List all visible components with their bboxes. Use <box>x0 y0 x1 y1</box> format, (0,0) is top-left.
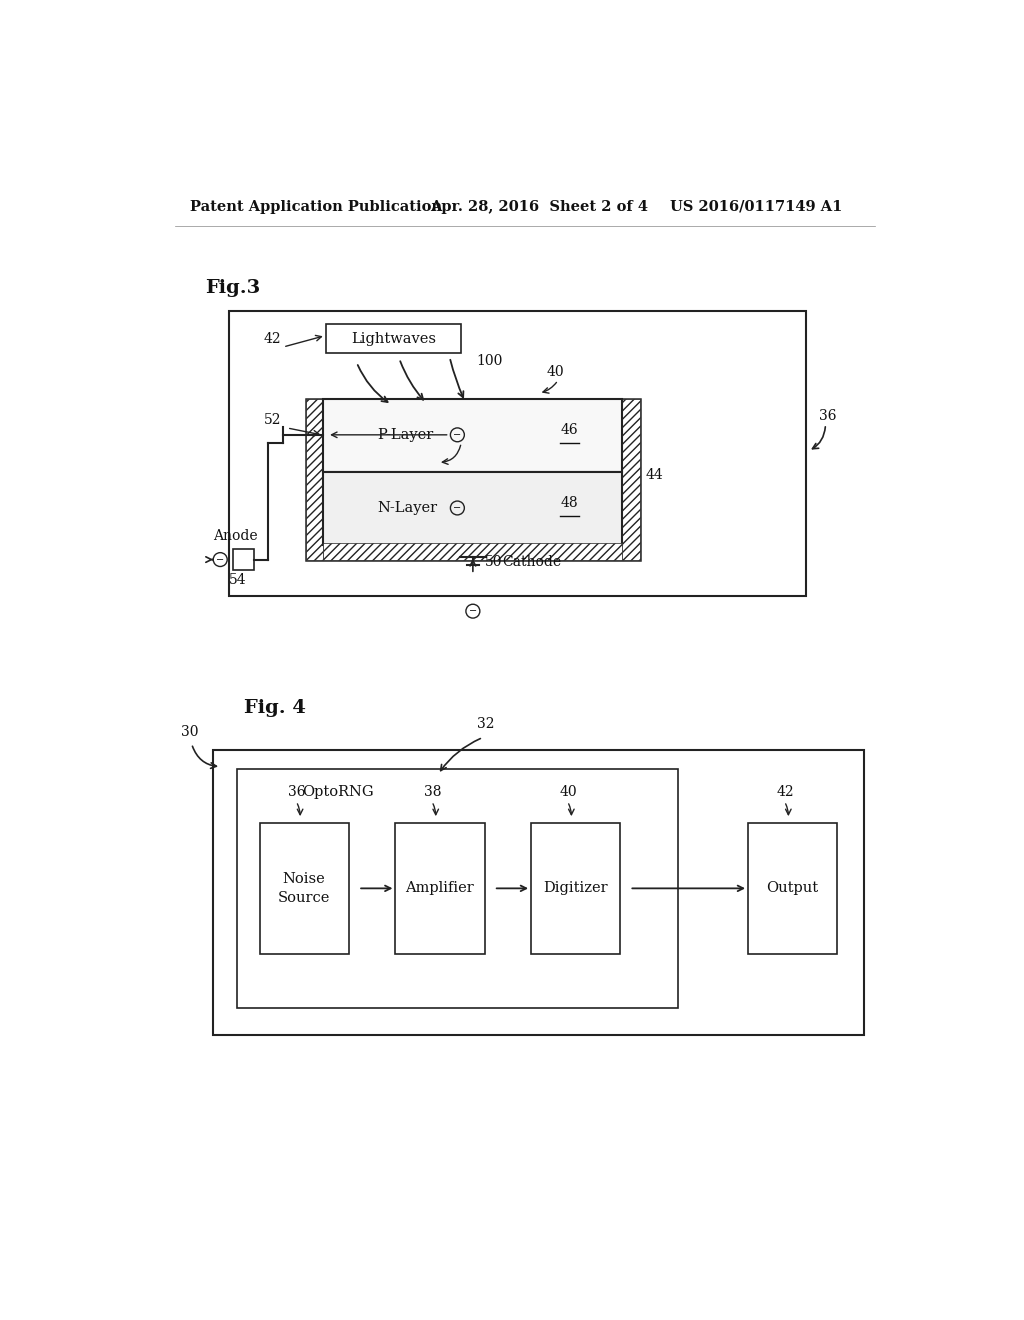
Text: 30: 30 <box>180 725 199 739</box>
Text: Apr. 28, 2016  Sheet 2 of 4: Apr. 28, 2016 Sheet 2 of 4 <box>430 199 648 214</box>
Bar <box>395 822 484 954</box>
Text: Amplifier: Amplifier <box>406 882 474 895</box>
Text: 44: 44 <box>646 469 664 483</box>
Bar <box>228 312 806 595</box>
Bar <box>306 399 640 561</box>
Bar <box>748 822 838 954</box>
Bar <box>326 323 461 354</box>
Bar <box>306 399 324 561</box>
Text: 48: 48 <box>560 496 579 510</box>
Bar <box>260 822 349 954</box>
Text: 40: 40 <box>560 785 578 799</box>
Text: Output: Output <box>766 882 818 895</box>
Text: 52: 52 <box>263 413 282 428</box>
Text: 38: 38 <box>424 785 441 799</box>
Text: OptoRNG: OptoRNG <box>302 785 374 799</box>
Text: 54: 54 <box>228 573 247 587</box>
Bar <box>324 471 623 545</box>
Text: Cathode: Cathode <box>503 556 561 569</box>
Text: −: − <box>454 503 462 513</box>
Bar <box>237 770 678 1007</box>
Text: 36: 36 <box>819 409 837 424</box>
Text: Fig. 4: Fig. 4 <box>245 698 306 717</box>
Text: Source: Source <box>278 891 330 904</box>
Text: −: − <box>216 554 224 565</box>
Bar <box>324 399 623 471</box>
Text: 40: 40 <box>547 364 564 379</box>
Text: 42: 42 <box>263 333 282 346</box>
Bar <box>324 544 623 561</box>
Bar <box>623 399 640 561</box>
Text: 46: 46 <box>560 422 579 437</box>
Text: −: − <box>469 606 477 616</box>
Text: Noise: Noise <box>283 873 326 886</box>
Text: 50: 50 <box>484 556 502 569</box>
Bar <box>531 822 621 954</box>
Text: Lightwaves: Lightwaves <box>351 331 436 346</box>
Text: −: − <box>454 430 462 440</box>
Text: N-Layer: N-Layer <box>378 502 437 515</box>
Text: Patent Application Publication: Patent Application Publication <box>190 199 442 214</box>
Text: Digitizer: Digitizer <box>543 882 607 895</box>
Text: Fig.3: Fig.3 <box>206 279 261 297</box>
Text: 36: 36 <box>289 785 306 799</box>
Text: 100: 100 <box>477 354 503 368</box>
Bar <box>213 750 864 1035</box>
Text: US 2016/0117149 A1: US 2016/0117149 A1 <box>671 199 843 214</box>
Text: 32: 32 <box>477 717 495 731</box>
Text: Anode: Anode <box>213 528 258 543</box>
Text: 42: 42 <box>776 785 795 799</box>
Text: P-Layer: P-Layer <box>378 428 434 442</box>
Bar <box>232 549 254 570</box>
